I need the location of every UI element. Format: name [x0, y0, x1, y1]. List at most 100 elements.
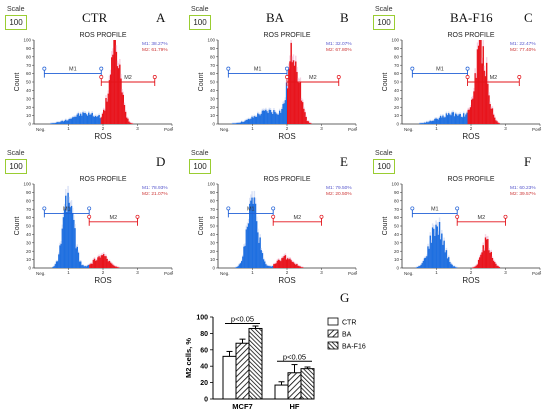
y-tick-label: 50 [26, 80, 32, 85]
m2-handle-start[interactable] [87, 214, 92, 219]
histogram-bin-m1 [237, 122, 239, 124]
m2-handle-end[interactable] [319, 214, 324, 219]
histogram-bin-m1 [85, 266, 88, 268]
y-axis-label: Count [382, 217, 389, 236]
m1-handle-start[interactable] [42, 66, 47, 71]
significance-label: p<0.05 [283, 352, 306, 361]
neg-label: Neg. [220, 127, 230, 132]
m2-handle-start[interactable] [99, 75, 104, 79]
m2-handle-start[interactable] [465, 75, 470, 79]
histogram-bin-m2 [293, 65, 296, 124]
histogram-bin-m2 [124, 111, 127, 124]
m2-handle-start[interactable] [455, 214, 460, 219]
m1-handle-end[interactable] [455, 206, 460, 211]
histogram-bin-m1 [244, 120, 246, 124]
histogram-bin-halo [235, 122, 237, 124]
m1-handle-start[interactable] [226, 66, 231, 71]
scale-label: Scale [7, 150, 25, 157]
bar-category-label: MCF7 [232, 402, 252, 411]
m1-handle-start[interactable] [410, 206, 415, 211]
histogram-bin-m1 [443, 117, 445, 124]
histogram-bin-m1 [96, 116, 98, 124]
m2-gate-label: M2 [294, 215, 302, 221]
histogram-panel-c: Scale 100 BA-F16 C ROS PROFILE 0 10 20 30 40 50 60 7… [372, 6, 550, 144]
scale-input[interactable]: 100 [189, 15, 211, 30]
histogram-bin-m1 [454, 113, 457, 124]
m1-handle-end[interactable] [285, 66, 289, 71]
scale-input[interactable]: 100 [5, 159, 27, 174]
histogram-bin-m1 [452, 112, 455, 124]
histogram-bin-m1 [425, 257, 427, 268]
y-tick-label: 100 [207, 182, 215, 187]
m1-gate-label: M1 [63, 206, 71, 212]
m2-handle-end[interactable] [517, 75, 522, 79]
histogram-bin-m1 [238, 122, 241, 124]
histogram-bin-m2 [299, 266, 302, 268]
histogram-bin-m1 [267, 113, 269, 124]
histogram-bin-m2 [89, 264, 91, 268]
histogram-bin-m2 [483, 250, 486, 268]
histogram-bin-m1 [420, 264, 422, 268]
histogram-bin-m1 [275, 113, 277, 124]
m1-gate-label: M1 [247, 206, 255, 212]
histogram-bin-m1 [68, 118, 70, 124]
histogram-bin-m2 [129, 122, 131, 124]
panel-letter-c: C [524, 10, 533, 25]
y-tick-label: 60 [26, 71, 32, 76]
histogram-panel-b: Scale 100 BA B ROS PROFILE 0 10 20 30 40 50 60 70 80 9… [188, 6, 366, 144]
m2-handle-end[interactable] [152, 75, 157, 79]
histogram-bin-m2 [483, 70, 486, 124]
histogram-bin-m1 [85, 114, 88, 124]
histogram-bin-m2 [482, 245, 484, 268]
histogram-bin-m1 [281, 108, 283, 124]
histogram-bin-m1 [67, 192, 69, 268]
histogram-bin-m2 [273, 264, 275, 268]
m1-handle-end[interactable] [87, 206, 92, 211]
y-tick-label: 10 [26, 257, 32, 262]
y-tick-label: 100 [391, 182, 399, 187]
scale-input[interactable]: 100 [189, 159, 211, 174]
scale-input[interactable]: 100 [5, 15, 27, 30]
histogram-bin-m1 [59, 245, 61, 268]
y-tick-label: 40 [26, 88, 32, 93]
x-tick-label: 4 [171, 270, 174, 275]
histogram-bin-m1 [460, 116, 463, 124]
histogram-bin-m2 [104, 110, 106, 124]
scale-input[interactable]: 100 [373, 15, 395, 30]
y-tick-label: 40 [394, 232, 400, 237]
ros-histogram: ROS PROFILE 0 10 20 30 40 50 60 70 80 90 100 1 2 3 4 Neg… [198, 32, 358, 141]
x-axis-label: ROS [462, 276, 479, 285]
histogram-bin-m2 [300, 267, 303, 268]
y-tick-label: 0 [212, 266, 215, 271]
m1-handle-start[interactable] [226, 206, 231, 211]
histogram-bin-m2 [489, 104, 491, 124]
m1-handle-end[interactable] [271, 206, 276, 211]
x-tick-label: 1 [435, 126, 438, 131]
y-tick-label: 50 [26, 224, 32, 229]
histogram-bin-m2 [491, 108, 494, 124]
histogram-bin-m2 [112, 54, 114, 124]
m1-handle-start[interactable] [42, 206, 47, 211]
y-tick-label: 70 [210, 63, 216, 68]
histogram-bin-m1 [442, 244, 444, 268]
histogram-bin-m1 [270, 266, 273, 268]
m1-handle-start[interactable] [410, 66, 415, 71]
m2-handle-end[interactable] [503, 214, 508, 219]
histogram-bin-halo [235, 266, 237, 268]
m2-handle-start[interactable] [271, 214, 276, 219]
m1-handle-end[interactable] [465, 66, 470, 71]
histogram-bin-m2 [99, 257, 101, 268]
m1-handle-end[interactable] [99, 66, 104, 71]
m2-gate-label: M2 [309, 75, 317, 81]
m2-handle-end[interactable] [336, 75, 341, 79]
m2-handle-end[interactable] [135, 214, 140, 219]
scale-input[interactable]: 100 [373, 159, 395, 174]
histogram-bin-m1 [262, 110, 265, 124]
panel-letter-d: D [156, 154, 166, 169]
scale-label: Scale [7, 6, 25, 13]
bar-ba-mcf7 [235, 342, 250, 400]
m2-handle-start[interactable] [285, 75, 289, 79]
chart-title: ROS PROFILE [79, 32, 126, 39]
bar-chart: 0 20 40 60 80 100 M2 cells, % MCF7 HF p<0.05 p<0.0… [184, 315, 366, 412]
histogram-bin-m1 [441, 233, 443, 268]
